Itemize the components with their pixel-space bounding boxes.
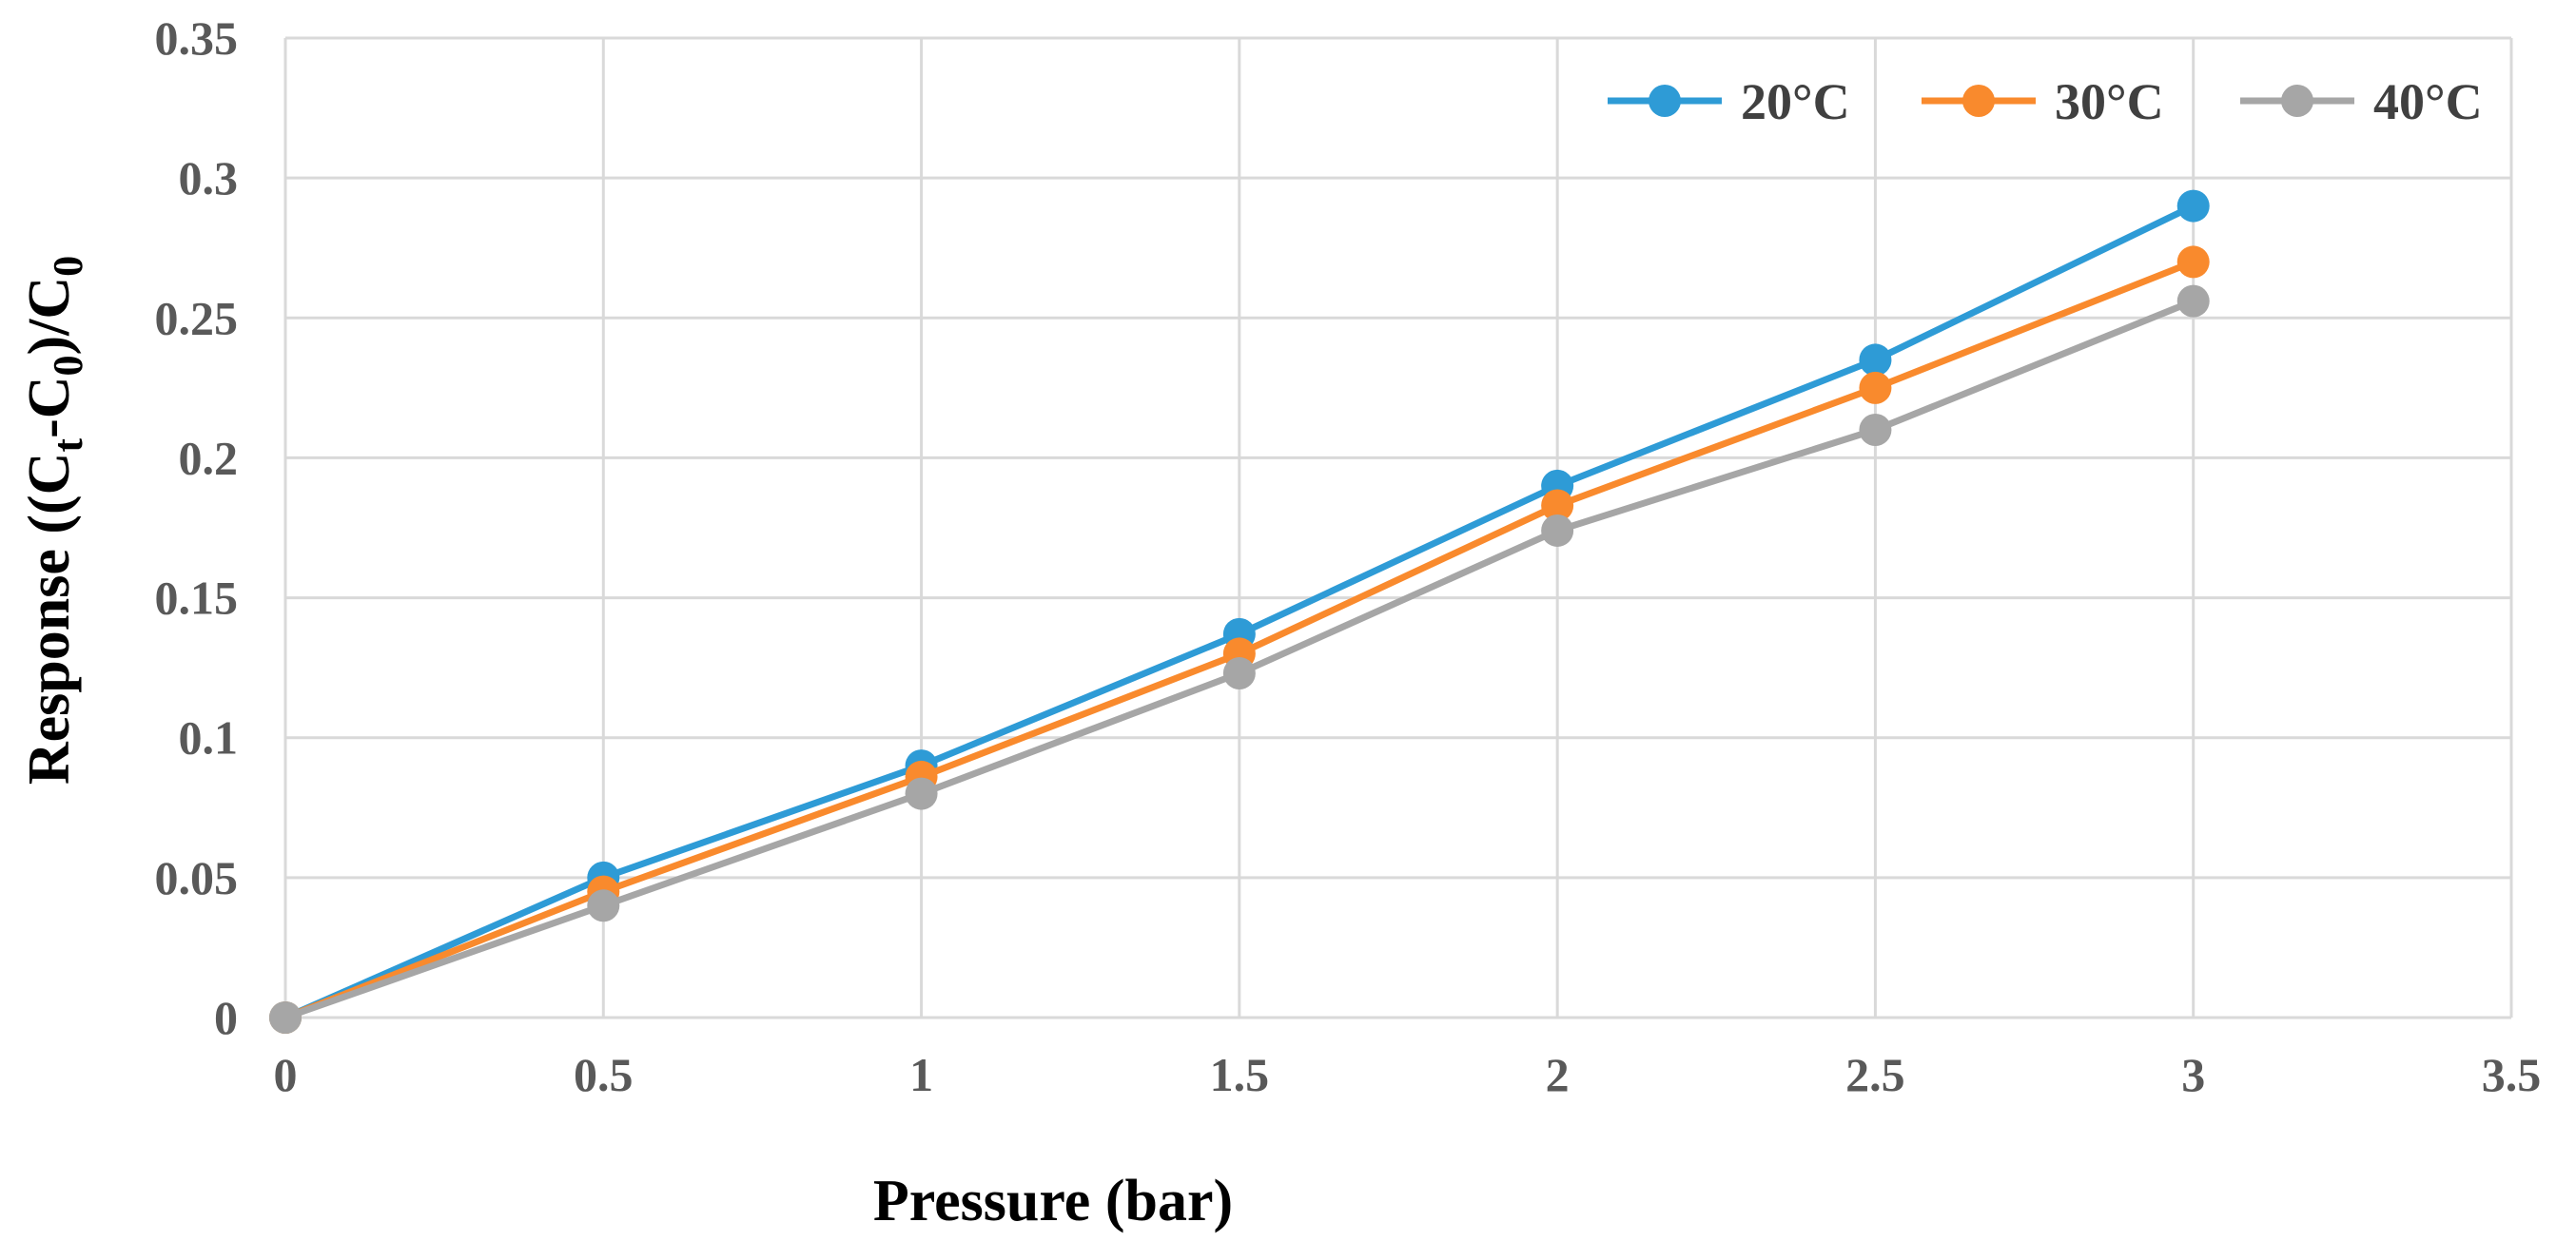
data-point bbox=[2176, 245, 2210, 279]
data-point bbox=[1222, 657, 1256, 690]
y-axis-title-sub-t: t bbox=[45, 438, 91, 453]
x-tick-label: 2 bbox=[1546, 1048, 1570, 1101]
data-point bbox=[1859, 343, 1892, 377]
tick-labels: 0 0.05 0.1 0.15 0.2 0.25 0.3 0.35 0 0.5 1 1.5 2 2.5 3 3… bbox=[155, 11, 2542, 1101]
legend: 20°C 30°C 40°C bbox=[1608, 73, 2483, 130]
series-2 bbox=[269, 284, 2210, 1034]
y-tick-label: 0.1 bbox=[179, 711, 239, 765]
x-tick-label: 0 bbox=[274, 1048, 298, 1101]
y-axis-title-sub-0a: 0 bbox=[45, 355, 91, 376]
legend-label: 20°C bbox=[1741, 73, 1850, 130]
x-tick-label: 3 bbox=[2181, 1048, 2205, 1101]
x-tick-label: 0.5 bbox=[574, 1048, 634, 1101]
data-point bbox=[1541, 514, 1574, 547]
legend-item: 20°C bbox=[1608, 73, 1850, 130]
data-point bbox=[269, 1001, 302, 1034]
y-tick-label: 0.05 bbox=[155, 851, 239, 904]
y-axis-title-mid1: -C bbox=[17, 376, 82, 437]
x-axis-title: Pressure (bar) bbox=[873, 1169, 1233, 1233]
legend-label: 40°C bbox=[2373, 73, 2483, 130]
data-point bbox=[1859, 371, 1892, 404]
axes bbox=[283, 38, 2511, 1019]
y-tick-label: 0.25 bbox=[155, 291, 239, 344]
y-axis-title-sub-0b: 0 bbox=[45, 256, 91, 277]
x-tick-label: 1 bbox=[909, 1048, 933, 1101]
legend-label: 30°C bbox=[2055, 73, 2164, 130]
y-tick-label: 0.2 bbox=[179, 431, 239, 484]
y-tick-label: 0.3 bbox=[179, 151, 239, 204]
gridlines bbox=[285, 36, 2513, 1018]
data-point bbox=[587, 889, 620, 922]
y-axis-title: Response ((Ct-C0)/C0 bbox=[17, 256, 91, 785]
y-axis-title-prefix: Response ((C bbox=[17, 453, 82, 786]
data-point bbox=[2176, 189, 2210, 223]
x-tick-label: 1.5 bbox=[1210, 1048, 1270, 1101]
y-axis-title-mid2: )/C bbox=[17, 277, 82, 356]
series-group bbox=[269, 189, 2210, 1034]
y-tick-label: 0 bbox=[214, 991, 238, 1044]
data-point bbox=[905, 777, 938, 810]
legend-item: 40°C bbox=[2240, 73, 2483, 130]
x-tick-label: 2.5 bbox=[1845, 1048, 1905, 1101]
legend-swatch-marker bbox=[1962, 85, 1995, 117]
legend-item: 30°C bbox=[1922, 73, 2164, 130]
y-tick-label: 0.35 bbox=[155, 11, 239, 65]
data-point bbox=[1541, 489, 1574, 522]
data-point bbox=[1859, 414, 1892, 446]
y-tick-label: 0.15 bbox=[155, 572, 239, 625]
legend-swatch-marker bbox=[2281, 85, 2313, 117]
x-tick-label: 3.5 bbox=[2482, 1048, 2542, 1101]
legend-swatch-marker bbox=[1649, 85, 1681, 117]
data-point bbox=[2176, 284, 2210, 318]
